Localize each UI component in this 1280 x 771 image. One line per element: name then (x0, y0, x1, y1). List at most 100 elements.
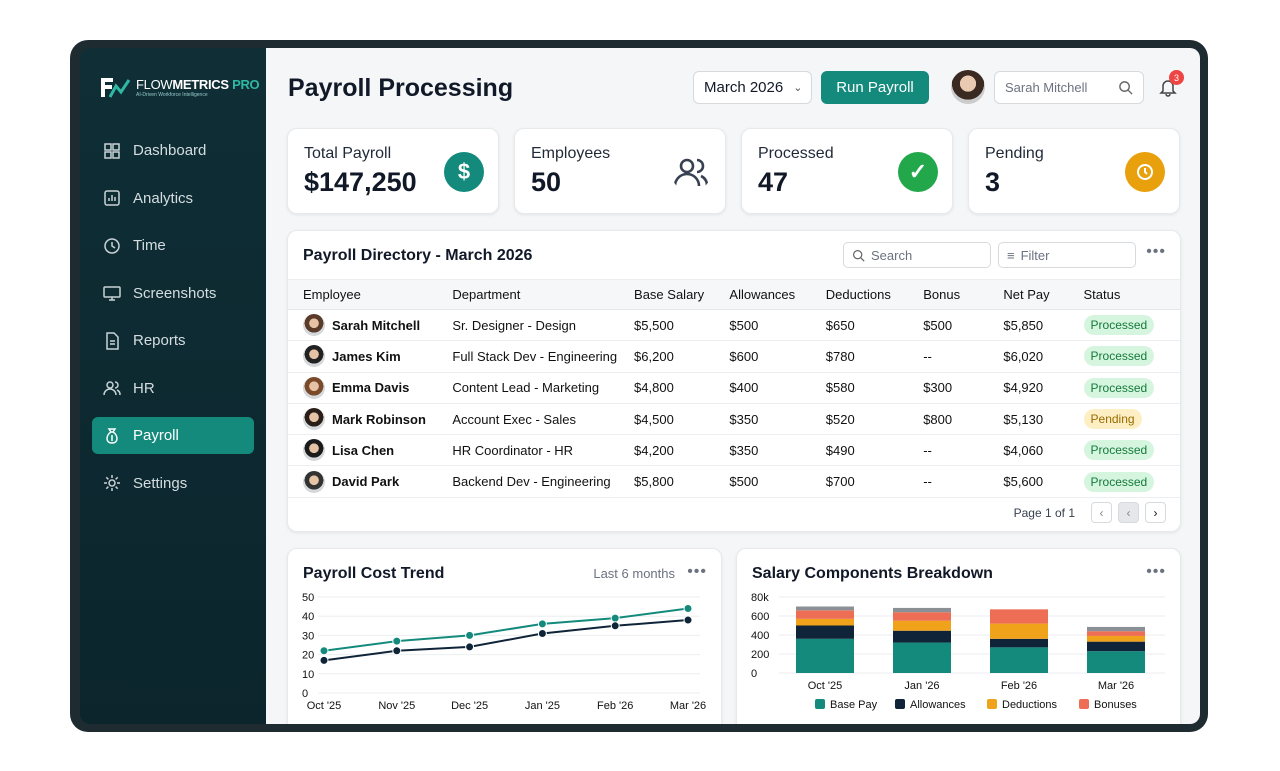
status-badge: Processed (1083, 471, 1155, 492)
bar-segment (796, 610, 854, 619)
employee-name: Emma Davis (332, 380, 410, 396)
x-tick-label: Feb '26 (1001, 680, 1037, 692)
stat-card-processed: Processed 47 ✓ (741, 128, 953, 214)
payroll-table: Employee Department Base Salary Allowances D… (288, 279, 1180, 498)
data-point (465, 630, 475, 640)
more-options-icon[interactable]: ••• (1146, 243, 1166, 260)
clock-icon (104, 237, 120, 254)
avatar (303, 439, 325, 462)
y-tick-label: 200 (751, 649, 769, 661)
table-cell: -- (923, 465, 1004, 498)
chevron-down-icon: ⌄ (793, 82, 803, 94)
avatar (303, 408, 325, 431)
bar-segment (893, 620, 951, 631)
user-search-input[interactable]: Sarah Mitchell (994, 71, 1144, 104)
column-header[interactable]: Deductions (825, 279, 924, 310)
table-row[interactable]: Emma Davis Content Lead - Marketing $4,800… (288, 372, 1180, 404)
data-point (683, 615, 693, 625)
range-select[interactable]: Last 6 months (593, 566, 675, 581)
column-header[interactable]: Allowances (729, 279, 826, 310)
legend-swatch (1079, 699, 1089, 709)
sidebar-item-settings[interactable]: Settings (92, 465, 254, 502)
logo-icon (101, 78, 131, 98)
table-cell: $5,600 (1003, 465, 1084, 498)
stat-value: $147,250 (304, 167, 417, 197)
directory-search-input[interactable]: Search (843, 242, 991, 268)
bar-segment (893, 642, 951, 673)
x-tick-label: Nov '25 (378, 700, 415, 712)
status-badge: Processed (1083, 440, 1155, 461)
sidebar-item-dashboard[interactable]: Dashboard (92, 132, 254, 169)
series-line (323, 607, 689, 652)
bar-segment (990, 647, 1048, 673)
employee-name: Sarah Mitchell (332, 317, 421, 333)
avatar (303, 470, 325, 493)
run-payroll-button[interactable]: Run Payroll (821, 71, 929, 104)
sidebar-item-label: Screenshots (133, 284, 217, 302)
table-row[interactable]: Lisa Chen HR Coordinator - HR $4,200 $350 $4… (288, 434, 1180, 467)
table-cell: Content Lead - Marketing (452, 372, 635, 404)
sidebar-item-label: Reports (133, 332, 186, 349)
monitor-icon (103, 286, 121, 301)
gear-icon (104, 475, 120, 491)
chart-title: Payroll Cost Trend (303, 565, 445, 582)
bar-segment (1087, 626, 1145, 632)
filter-icon: ≡ (1007, 247, 1015, 263)
table-row[interactable]: Sarah Mitchell Sr. Designer - Design $5,50… (288, 309, 1180, 342)
users-icon (673, 158, 709, 187)
pagination: Page 1 of 1 ‹ ‹ › (1014, 502, 1166, 523)
data-point (537, 619, 547, 629)
more-options-icon[interactable]: ••• (1146, 563, 1166, 580)
device-frame: FLOWMETRICS PRO AI-Driven Workforce Inte… (70, 40, 1208, 732)
y-tick-label: 20 (302, 650, 314, 662)
bar-segment (893, 630, 951, 643)
table-row[interactable]: David Park Backend Dev - Engineering $5,80… (288, 465, 1180, 498)
month-select[interactable]: March 2026 ⌄ (693, 71, 812, 104)
status-badge: Processed (1083, 315, 1155, 336)
table-cell: $520 (825, 403, 924, 436)
sidebar-item-label: Time (133, 237, 166, 254)
more-options-icon[interactable]: ••• (687, 563, 707, 580)
status-badge: Processed (1083, 377, 1155, 398)
column-header[interactable]: Status (1083, 279, 1180, 310)
filter-input[interactable]: ≡ Filter (998, 242, 1136, 268)
stat-label: Processed (758, 145, 834, 162)
column-header[interactable]: Base Salary (634, 279, 730, 310)
table-cell: $500 (729, 309, 826, 342)
sidebar-item-reports[interactable]: Reports (92, 322, 254, 359)
sidebar-item-payroll[interactable]: Payroll (92, 417, 254, 454)
current-page-button[interactable]: ‹ (1118, 502, 1139, 523)
user-avatar[interactable] (951, 70, 985, 104)
table-row[interactable]: Mark Robinson Account Exec - Sales $4,500 $… (288, 403, 1180, 436)
column-header[interactable]: Department (452, 279, 635, 310)
table-cell: $300 (923, 372, 1004, 404)
stat-card-employees: Employees 50 (514, 128, 726, 214)
sidebar-item-label: Analytics (133, 189, 194, 207)
users-icon (103, 381, 121, 396)
logo: FLOWMETRICS PRO AI-Driven Workforce Inte… (80, 74, 266, 100)
employee-name: James Kim (332, 348, 401, 364)
table-cell: $780 (825, 340, 924, 373)
next-page-button[interactable]: › (1145, 502, 1166, 523)
avatar (303, 376, 325, 399)
sidebar-item-time[interactable]: Time (92, 227, 254, 264)
y-tick-label: 10 (302, 669, 314, 681)
table-cell: $580 (825, 372, 924, 404)
bar-segment (990, 609, 1048, 624)
y-tick-label: 80k (751, 592, 769, 604)
table-cell: $6,020 (1003, 340, 1084, 373)
page-info: Page 1 of 1 (1013, 505, 1075, 520)
sidebar-item-analytics[interactable]: Analytics (92, 180, 254, 217)
x-tick-label: Jan '26 (904, 680, 939, 692)
column-header[interactable]: Bonus (923, 279, 1004, 310)
table-cell: $600 (729, 340, 826, 373)
table-row[interactable]: James Kim Full Stack Dev - Engineering $6,… (288, 340, 1180, 373)
search-icon (853, 249, 865, 262)
table-cell: $800 (923, 403, 1004, 436)
column-header[interactable]: Net Pay (1003, 279, 1084, 310)
prev-page-button[interactable]: ‹ (1091, 502, 1112, 523)
legend-label: Base Pay (830, 699, 878, 711)
sidebar-item-hr[interactable]: HR (92, 370, 254, 407)
sidebar-item-screenshots[interactable]: Screenshots (92, 275, 254, 312)
column-header[interactable]: Employee (288, 279, 453, 310)
